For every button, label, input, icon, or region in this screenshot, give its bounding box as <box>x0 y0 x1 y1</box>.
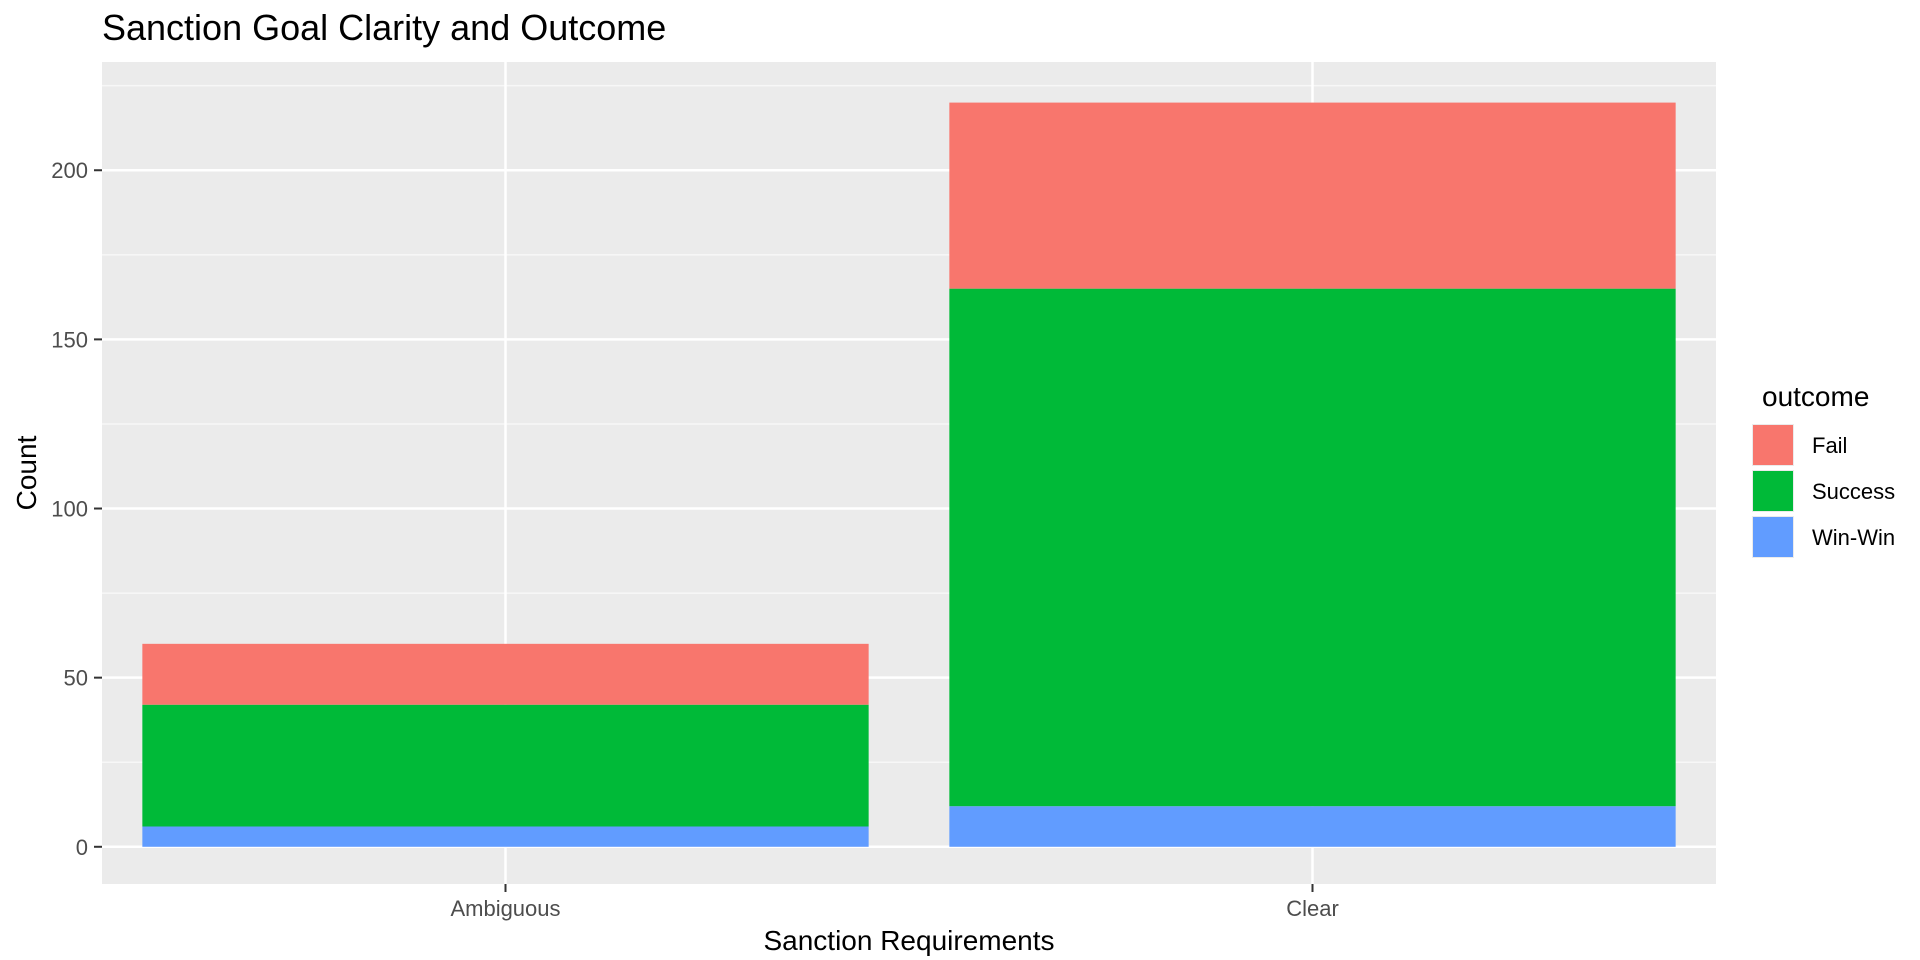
legend: outcome Fail Success Win-Win <box>1752 381 1895 558</box>
bar-segment <box>142 643 869 705</box>
legend-title: outcome <box>1762 381 1869 412</box>
x-axis-title: Sanction Requirements <box>763 925 1054 956</box>
legend-label: Success <box>1812 479 1895 504</box>
bar-segment <box>142 704 869 827</box>
axes: 0 50 100 150 200 Ambiguous Clear <box>51 158 1339 921</box>
bar-segment <box>949 806 1676 847</box>
legend-label: Fail <box>1812 433 1847 458</box>
legend-swatch <box>1753 425 1793 465</box>
plot-panel <box>102 62 1716 884</box>
y-tick-label: 150 <box>51 327 88 352</box>
legend-items: Fail Success Win-Win <box>1752 424 1895 558</box>
y-tick-label: 50 <box>64 666 88 691</box>
y-tick-label: 200 <box>51 158 88 183</box>
x-tick-label: Ambiguous <box>450 896 560 921</box>
bar-segment <box>142 826 869 847</box>
bar-segment <box>949 288 1676 807</box>
bar-segment <box>949 102 1676 289</box>
y-axis-title: Count <box>11 435 42 510</box>
bars <box>142 102 1676 847</box>
legend-swatch <box>1753 517 1793 557</box>
legend-label: Win-Win <box>1812 525 1895 550</box>
legend-swatch <box>1753 471 1793 511</box>
x-tick-label: Clear <box>1286 896 1339 921</box>
chart-title: Sanction Goal Clarity and Outcome <box>102 7 666 48</box>
y-tick-label: 100 <box>51 497 88 522</box>
y-tick-label: 0 <box>76 835 88 860</box>
